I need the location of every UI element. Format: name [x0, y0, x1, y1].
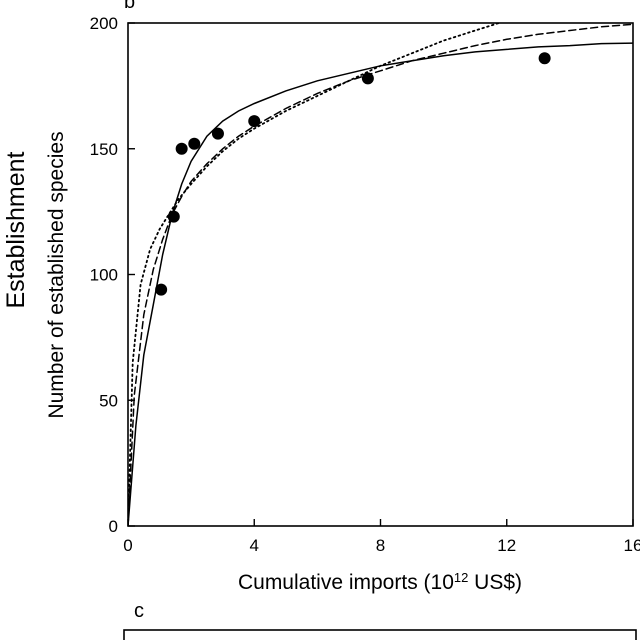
y-tick-label: 0 — [109, 517, 118, 536]
data-point — [361, 72, 374, 85]
panel-label-top: b — [124, 0, 135, 13]
points-layer — [155, 52, 551, 296]
x-tick-label: 8 — [376, 536, 385, 555]
data-point — [538, 52, 551, 65]
x-tick-label: 12 — [497, 536, 516, 555]
plot-frame — [127, 22, 634, 527]
x-axis-title: Cumulative imports (1012 US$) — [238, 570, 522, 594]
series-layer — [128, 23, 633, 526]
x-tick-label: 16 — [624, 536, 640, 555]
series-line-dotted — [128, 23, 502, 526]
y-tick-label: 150 — [90, 140, 118, 159]
x-axis-title-prefix: Cumulative imports (10 — [238, 571, 454, 594]
x-axis: 0 4 8 12 16 — [123, 519, 640, 555]
data-point — [211, 127, 224, 140]
panel-label-bottom: c — [134, 600, 144, 622]
x-axis-title-suffix: US$) — [468, 571, 522, 594]
data-point — [248, 115, 261, 128]
data-point — [188, 137, 201, 150]
x-axis-title-exponent: 12 — [454, 570, 468, 585]
next-panel-frame — [123, 629, 637, 640]
y-axis-title: Number of established species — [45, 131, 68, 418]
series-line-dashed — [128, 23, 633, 526]
x-tick-label: 4 — [250, 536, 259, 555]
y-axis: 0 50 100 150 200 — [90, 14, 135, 536]
series-line-solid — [128, 42, 633, 526]
data-point — [175, 142, 188, 155]
y-tick-label: 100 — [90, 266, 118, 285]
side-title: Establishment — [2, 151, 30, 308]
y-tick-label: 200 — [90, 14, 118, 33]
data-point — [155, 283, 168, 296]
x-tick-label: 0 — [123, 536, 132, 555]
y-tick-label: 50 — [99, 391, 118, 410]
data-point — [167, 210, 180, 223]
